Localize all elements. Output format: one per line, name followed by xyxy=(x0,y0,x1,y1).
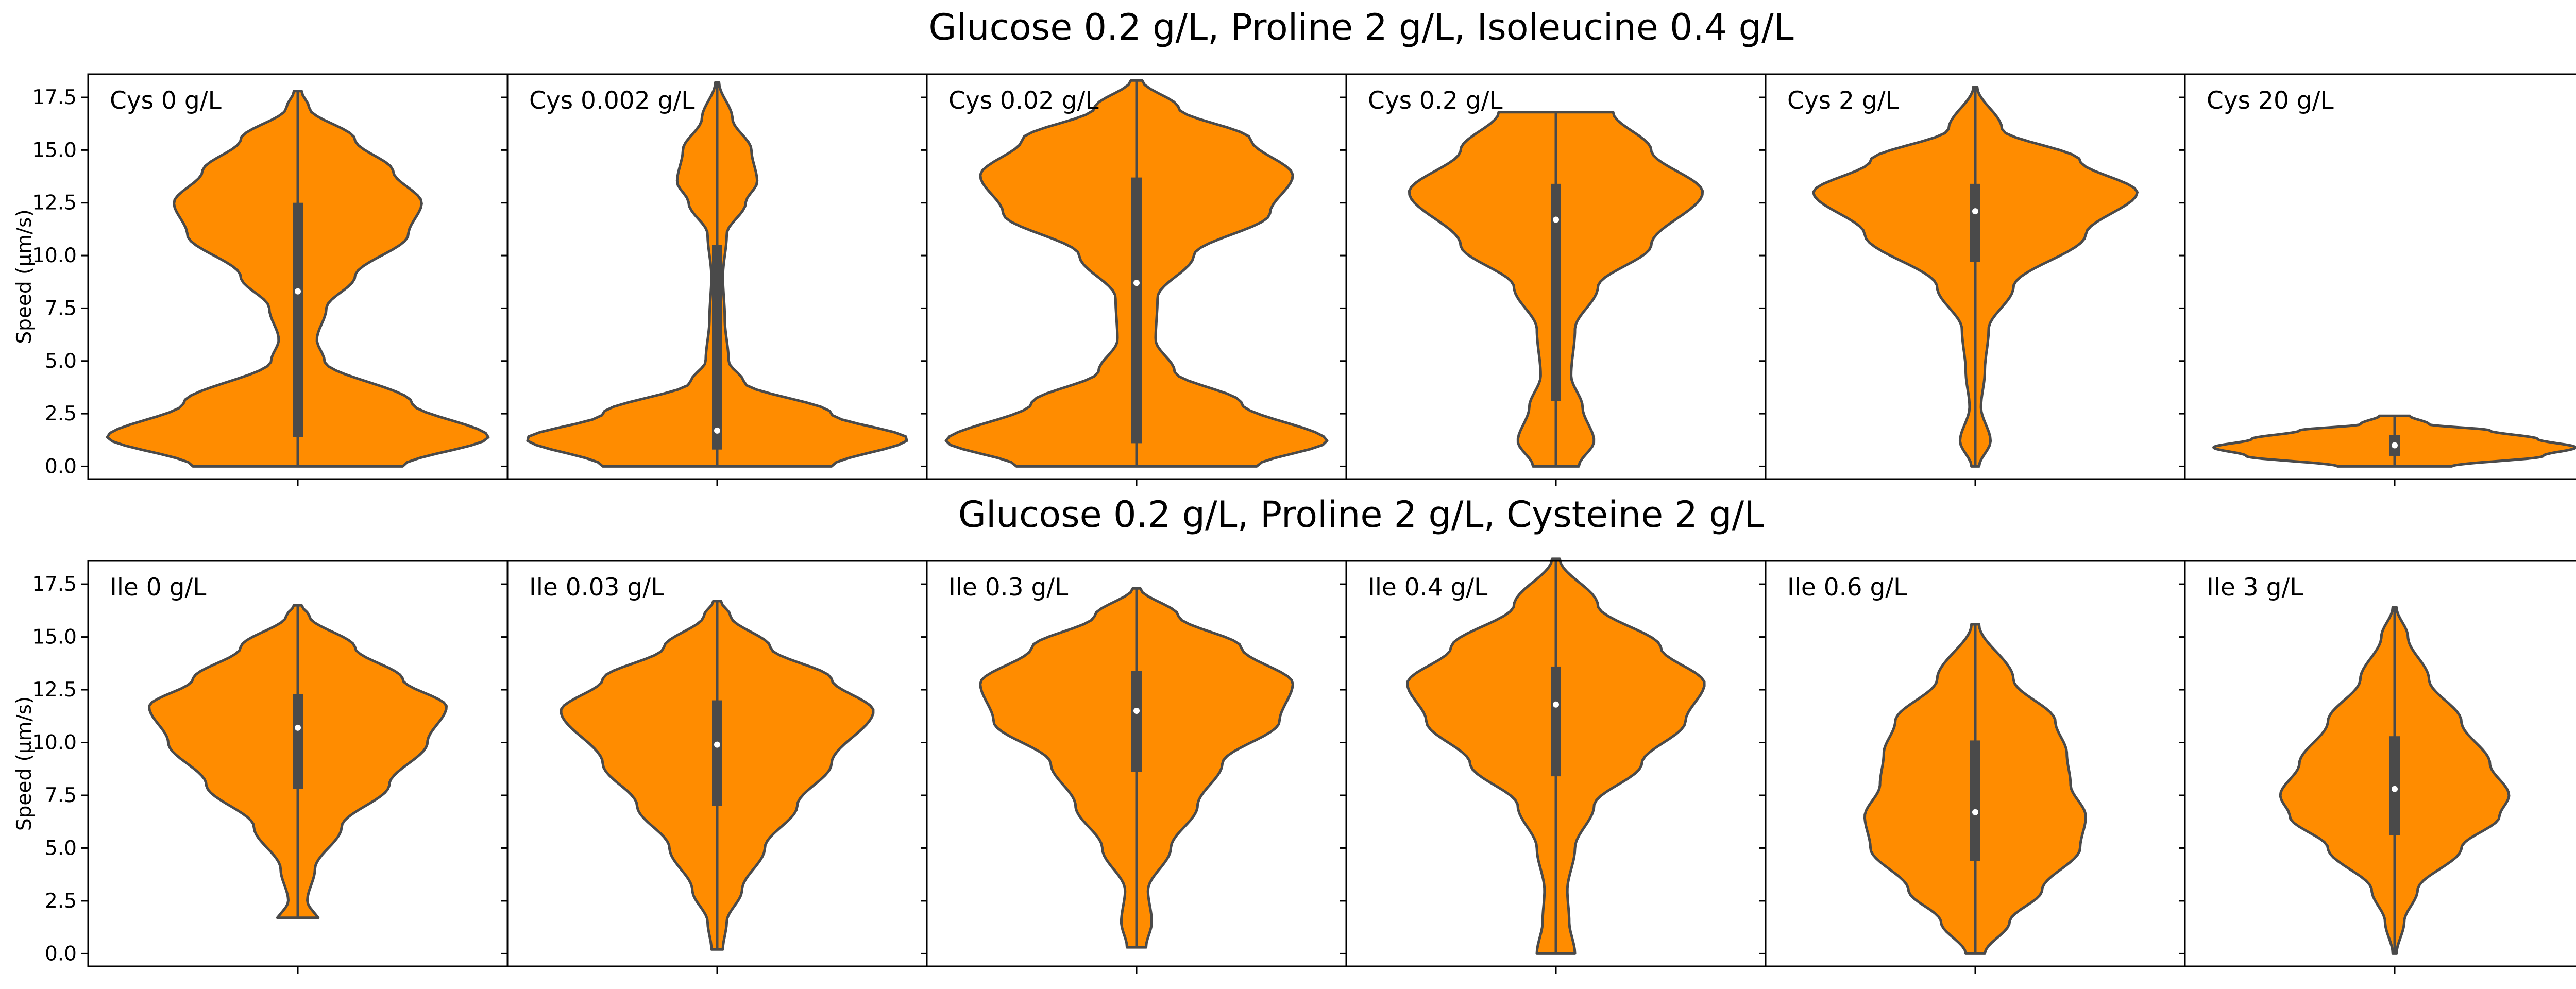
panel-label: Ile 3 g/L xyxy=(2207,573,2303,602)
median-marker xyxy=(1972,208,1978,215)
median-marker xyxy=(1553,216,1559,223)
panel-1: Ile 0 g/L xyxy=(87,560,509,974)
panel-2: Cys 0.002 g/L xyxy=(501,73,928,486)
panel-4: Cys 0.2 g/L xyxy=(1340,73,1767,486)
iqr-box xyxy=(2389,736,2400,835)
y-tick-label: 5.0 xyxy=(45,350,77,373)
iqr-box xyxy=(293,694,303,789)
median-marker xyxy=(714,427,720,434)
panel-1: Cys 0 g/L xyxy=(87,73,509,486)
panel-label: Ile 0.03 g/L xyxy=(529,573,664,602)
panel-5: Cys 2 g/L xyxy=(1759,73,2186,486)
panel-label: Cys 20 g/L xyxy=(2207,87,2334,115)
median-marker xyxy=(1133,280,1140,286)
y-tick-label: 15.0 xyxy=(32,626,77,649)
median-marker xyxy=(2392,442,2398,449)
y-tick-label: 0.0 xyxy=(45,942,77,965)
iqr-box xyxy=(1551,666,1561,777)
panel-label: Cys 0 g/L xyxy=(110,87,222,115)
panel-frame xyxy=(2184,560,2576,967)
y-tick-label: 10.0 xyxy=(32,731,77,755)
median-marker xyxy=(1972,809,1978,815)
panel-label: Ile 0.6 g/L xyxy=(1787,573,1907,602)
iqr-box xyxy=(712,700,722,806)
panel-3: Ile 0.3 g/L xyxy=(921,560,1347,974)
panel-label: Cys 0.002 g/L xyxy=(529,87,694,115)
median-marker xyxy=(295,724,301,731)
panel-2: Ile 0.03 g/L xyxy=(501,560,928,974)
y-tick-label: 2.5 xyxy=(45,402,77,425)
chart-row-2: Glucose 0.2 g/L, Proline 2 g/L, Cysteine… xyxy=(13,493,2576,974)
iqr-box xyxy=(1970,740,1980,861)
panel-3: Cys 0.02 g/L xyxy=(921,73,1347,486)
rows-layer: Glucose 0.2 g/L, Proline 2 g/L, Isoleuci… xyxy=(13,6,2576,974)
y-tick-label: 0.0 xyxy=(45,455,77,478)
panel-label: Cys 0.02 g/L xyxy=(948,87,1099,115)
panel-label: Ile 0.4 g/L xyxy=(1368,573,1487,602)
panel-frame xyxy=(2184,73,2576,480)
y-tick-label: 15.0 xyxy=(32,139,77,162)
y-tick-label: 5.0 xyxy=(45,837,77,860)
median-marker xyxy=(2392,786,2398,792)
median-marker xyxy=(295,288,301,295)
y-tick-label: 7.5 xyxy=(45,784,77,807)
y-tick-label: 12.5 xyxy=(32,678,77,702)
median-marker xyxy=(1133,708,1140,714)
iqr-box xyxy=(1551,183,1561,401)
y-tick-label: 7.5 xyxy=(45,297,77,320)
iqr-box xyxy=(1970,183,1980,262)
panel-6: Ile 3 g/L xyxy=(2179,560,2576,974)
iqr-box xyxy=(293,202,303,437)
panel-label: Ile 0 g/L xyxy=(110,573,206,602)
panel-label: Ile 0.3 g/L xyxy=(948,573,1068,602)
y-axis-label: Speed (µm/s) xyxy=(13,209,36,344)
median-marker xyxy=(714,741,720,748)
chart-row-1: Glucose 0.2 g/L, Proline 2 g/L, Isoleuci… xyxy=(13,6,2576,486)
panel-4: Ile 0.4 g/L xyxy=(1340,557,1767,974)
y-tick-label: 17.5 xyxy=(32,573,77,596)
y-tick-label: 17.5 xyxy=(32,86,77,109)
panel-5: Ile 0.6 g/L xyxy=(1759,560,2186,974)
y-axis-label: Speed (µm/s) xyxy=(13,696,36,831)
y-tick-label: 10.0 xyxy=(32,244,77,267)
panel-6: Cys 20 g/L xyxy=(2179,73,2576,486)
y-tick-label: 12.5 xyxy=(32,192,77,215)
y-tick-label: 2.5 xyxy=(45,890,77,913)
iqr-box xyxy=(1131,177,1142,444)
iqr-box xyxy=(712,245,722,450)
row-title: Glucose 0.2 g/L, Proline 2 g/L, Cysteine… xyxy=(958,493,1764,536)
median-marker xyxy=(1553,701,1559,708)
iqr-box xyxy=(1131,671,1142,772)
panel-label: Cys 2 g/L xyxy=(1787,87,1899,115)
row-title: Glucose 0.2 g/L, Proline 2 g/L, Isoleuci… xyxy=(928,6,1793,48)
panel-label: Cys 0.2 g/L xyxy=(1368,87,1503,115)
